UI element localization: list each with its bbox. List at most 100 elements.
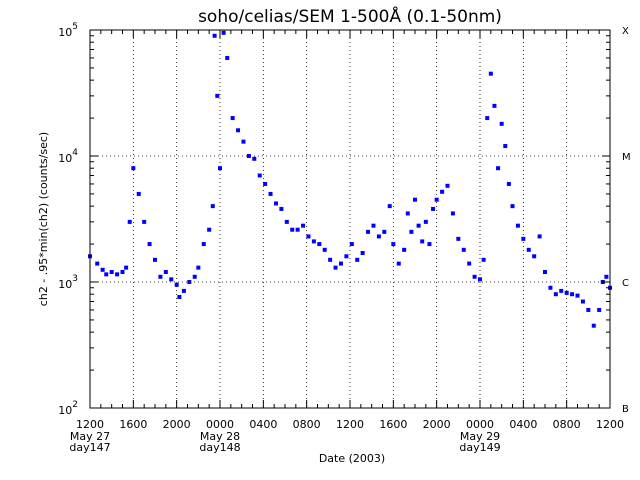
data-point [311,239,316,244]
data-point [246,154,251,158]
data-point [153,257,157,262]
data-point [177,295,182,300]
data-point [257,173,262,178]
flare-class-label: B [622,404,629,415]
data-point [174,282,179,287]
data-point [440,189,445,194]
data-point [230,116,235,121]
x-tick-label: 2000 [423,418,451,431]
data-point [416,223,421,228]
data-point [187,280,192,284]
x-date-label: May 29 [460,430,500,443]
y-tick-exponent: 3 [72,274,78,284]
data-point [575,293,580,298]
x-tick-label: 2000 [163,418,191,431]
x-tick-label: 0800 [553,418,581,431]
data-point [120,270,125,275]
data-point [338,261,343,266]
data-point [212,33,217,38]
data-point [95,261,100,266]
data-point [548,285,553,290]
x-day-label: day149 [459,441,500,454]
data-point [100,267,105,272]
data-point [196,265,201,270]
data-point [515,223,520,228]
data-point [431,206,436,211]
data-point [207,227,212,232]
flare-class-label: C [622,278,629,289]
data-point [391,242,396,247]
data-point [295,227,300,232]
data-point [355,257,360,262]
data-point [218,166,222,171]
data-point [136,191,141,196]
data-point [158,274,163,279]
data-point [526,247,531,252]
x-axis-label: Date (2003) [319,452,385,465]
data-point [221,30,226,35]
x-tick-label: 1600 [379,418,407,431]
data-point [215,93,220,98]
data-point [506,181,511,186]
data-point [279,206,284,211]
data-point [387,204,392,209]
data-point [543,270,547,275]
data-point [268,191,273,196]
x-date-label: May 28 [200,430,240,443]
data-point [104,272,109,277]
data-point [456,236,461,241]
data-point [181,288,186,293]
data-point [210,204,215,209]
data-point [413,197,417,202]
data-point [109,270,114,275]
data-point [434,197,439,202]
y-tick-exponent: 5 [72,22,78,32]
x-tick-label: 1200 [596,418,624,431]
data-point [371,223,376,228]
flare-class-labels: X M C B [622,26,631,415]
data-point [467,261,472,266]
data-point [163,270,168,275]
x-tick-label: 1200 [336,418,364,431]
data-point [537,234,542,239]
data-point [450,211,455,216]
data-point [570,292,575,297]
data-point [492,103,497,108]
data-point [241,139,246,144]
data-point [360,250,365,255]
data-point [131,166,136,171]
data-point [496,166,501,171]
data-point [344,254,349,259]
data-point [521,236,526,241]
data-point [445,183,450,188]
data-point [402,247,407,252]
data-point [366,229,371,234]
data-point [597,307,602,312]
data-point [553,292,558,297]
data-point [420,239,425,244]
data-point [284,219,289,224]
data-point [499,121,504,126]
data-point [142,219,147,224]
data-point [124,265,129,270]
data-point [301,223,306,228]
x-tick-label: 0400 [509,418,537,431]
data-point [252,156,257,161]
x-tick-label: 1200 [76,418,104,431]
data-point [236,128,241,133]
x-date-label: May 27 [70,430,110,443]
data-point [322,247,327,252]
x-tick-label: 0800 [293,418,321,431]
x-tick-label: 0400 [249,418,277,431]
y-tick-exponent: 2 [72,400,78,410]
data-point [333,265,338,270]
data-point [580,299,585,304]
data-point [169,277,174,282]
data-point [306,234,311,239]
data-point [405,211,410,216]
data-point [396,261,401,266]
flare-class-label: X [622,26,629,37]
flare-class-label: M [622,152,631,163]
data-point [478,277,482,282]
x-tick-label: 0000 [206,418,234,431]
